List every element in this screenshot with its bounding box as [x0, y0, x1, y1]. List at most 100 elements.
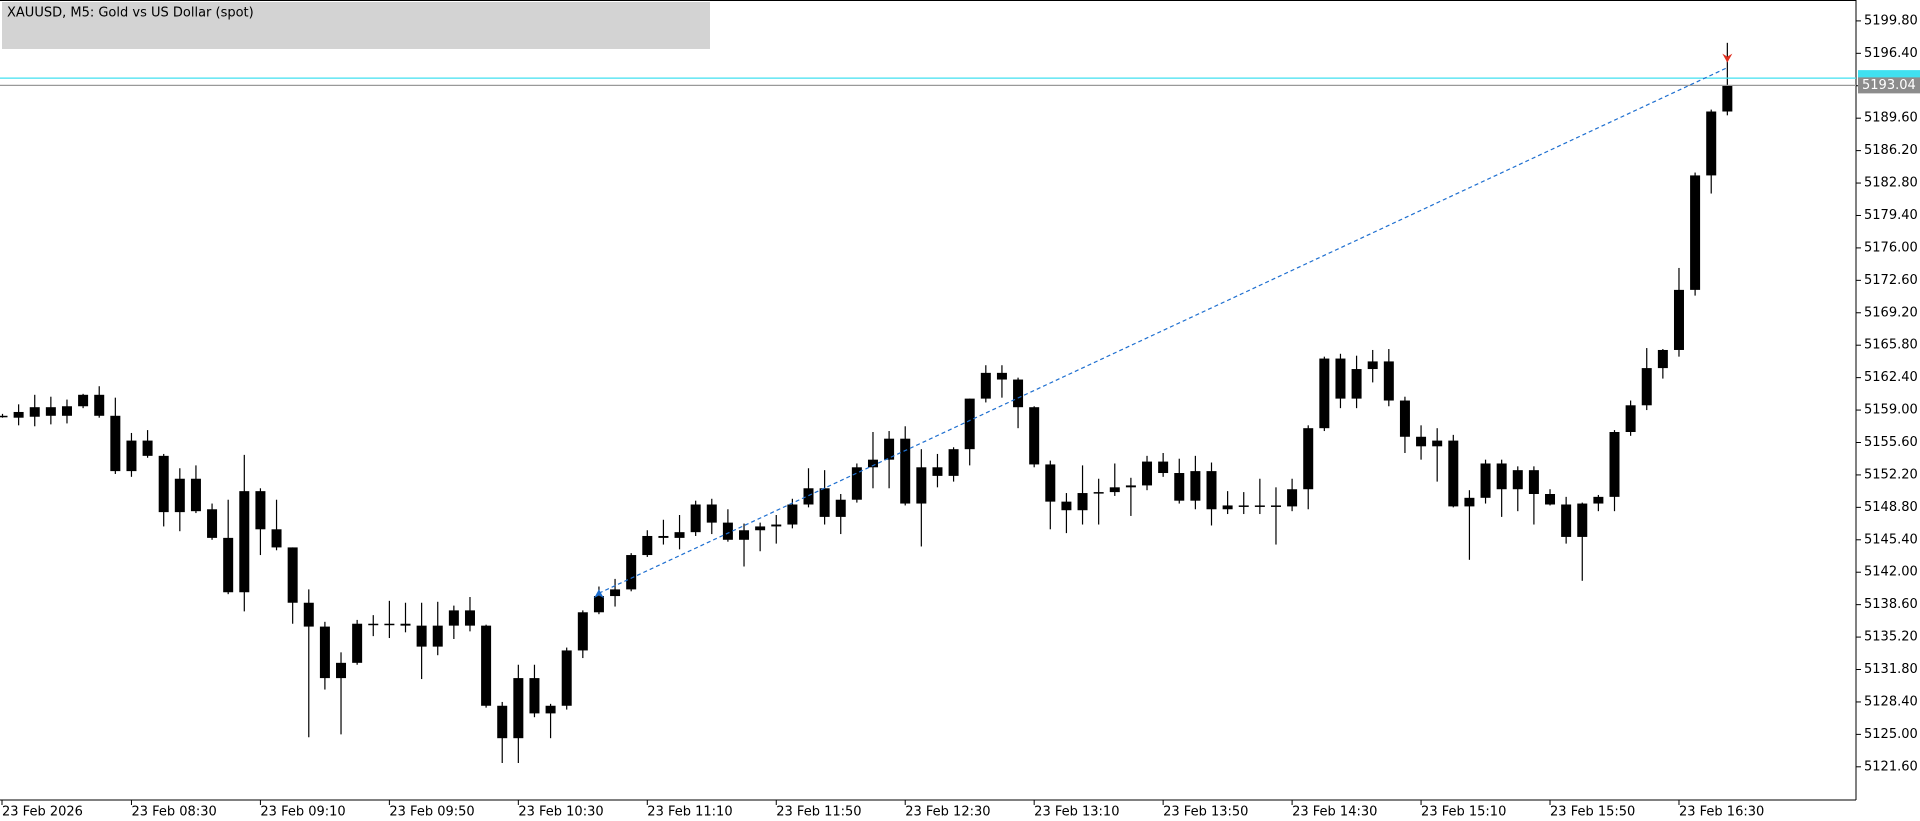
candle-body	[980, 372, 991, 399]
y-tick-label: 5152.20	[1864, 467, 1918, 482]
x-tick-label: 23 Feb 16:30	[1679, 805, 1764, 820]
candle-body	[1625, 405, 1636, 433]
y-tick-label: 5121.60	[1864, 759, 1918, 774]
y-tick-label: 5128.40	[1864, 694, 1918, 709]
candle-body	[1448, 440, 1459, 507]
candle-body	[1174, 473, 1185, 501]
candle-body	[400, 623, 411, 626]
candle-body	[158, 455, 169, 513]
candle-body	[1545, 494, 1556, 505]
x-tick-label: 23 Feb 08:30	[131, 805, 216, 820]
candle-body	[674, 532, 685, 538]
candle-body	[448, 610, 459, 626]
candle-body	[1609, 432, 1620, 497]
y-tick-label: 5155.60	[1864, 435, 1918, 450]
candle-body	[223, 537, 234, 593]
candle-body	[1496, 463, 1507, 490]
y-tick-label: 5148.80	[1864, 500, 1918, 515]
x-tick-label: 23 Feb 12:30	[905, 805, 990, 820]
candle-body	[1125, 485, 1136, 488]
x-tick-label: 23 Feb 13:10	[1034, 805, 1119, 820]
y-tick-label: 5138.60	[1864, 597, 1918, 612]
open-arrow	[593, 589, 604, 599]
candle-body	[722, 522, 733, 540]
candle-body	[1222, 505, 1233, 510]
candle-body	[1593, 496, 1604, 504]
y-tick-label: 5135.20	[1864, 630, 1918, 645]
candle-body	[1270, 505, 1281, 507]
x-tick-label: 23 Feb 11:10	[647, 805, 732, 820]
y-tick-label: 5145.40	[1864, 532, 1918, 547]
candle-body	[1464, 497, 1475, 507]
candle-body	[755, 526, 766, 531]
y-tick-label: 5176.00	[1864, 240, 1918, 255]
candle-body	[336, 662, 347, 679]
candle-body	[610, 589, 621, 597]
y-tick-label: 5142.00	[1864, 565, 1918, 580]
x-tick-label: 23 Feb 10:30	[518, 805, 603, 820]
candle-body	[513, 678, 524, 739]
candle-body	[1238, 505, 1249, 507]
candle-body	[126, 440, 137, 472]
y-tick-label: 5189.60	[1864, 111, 1918, 126]
candle-body	[658, 535, 669, 538]
candle-body	[1528, 470, 1539, 495]
y-tick-label: 5186.20	[1864, 143, 1918, 158]
candle-body	[1722, 85, 1733, 112]
candle-body	[368, 623, 379, 626]
candle-body	[1432, 440, 1443, 447]
candle-body	[884, 438, 895, 460]
candle-body	[1367, 361, 1378, 370]
x-tick-label: 23 Feb 2026	[2, 805, 83, 820]
candle-body	[303, 602, 314, 627]
candle-body	[287, 547, 298, 603]
candle-body	[464, 610, 475, 626]
candle-body	[1673, 289, 1684, 350]
candle-body	[561, 650, 572, 706]
candle-body	[1254, 505, 1265, 507]
candle-body	[174, 478, 185, 513]
close-arrow	[1722, 53, 1733, 63]
x-tick-label: 23 Feb 13:50	[1163, 805, 1248, 820]
candle-body	[996, 372, 1007, 380]
trade-line	[598, 67, 1728, 594]
candle-body	[0, 415, 8, 418]
candle-body	[1399, 400, 1410, 437]
y-tick-label: 5179.40	[1864, 208, 1918, 223]
candle-body	[239, 491, 250, 593]
candle-body	[13, 411, 24, 418]
candle-body	[255, 491, 266, 530]
candle-body	[384, 623, 395, 626]
candle-body	[577, 612, 588, 651]
y-tick-label: 5159.00	[1864, 403, 1918, 418]
candle-body	[1013, 379, 1024, 408]
candle-body	[948, 449, 959, 476]
candle-body	[1383, 361, 1394, 401]
y-tick-label: 5172.60	[1864, 273, 1918, 288]
bid-box	[1858, 77, 1920, 94]
candle-body	[1077, 493, 1088, 511]
chart-title: XAUUSD, M5: Gold vs US Dollar (spot)	[7, 6, 254, 21]
candle-body	[271, 529, 282, 548]
candle-body	[1577, 503, 1588, 537]
candle-body	[690, 504, 701, 533]
x-tick-label: 23 Feb 11:50	[776, 805, 861, 820]
candle-body	[94, 394, 105, 416]
candle-body	[1706, 111, 1717, 176]
y-tick-label: 5131.80	[1864, 662, 1918, 677]
y-tick-label: 5199.80	[1864, 13, 1918, 28]
candle-body	[803, 488, 814, 505]
candle-body	[771, 524, 782, 527]
candle-body	[1287, 489, 1298, 507]
candle-body	[481, 625, 492, 706]
candle-body	[867, 459, 878, 468]
y-tick-label: 5196.40	[1864, 46, 1918, 61]
candle-body	[1142, 461, 1153, 486]
candle-body	[1303, 428, 1314, 490]
candle-body	[78, 394, 89, 407]
candle-body	[964, 398, 975, 450]
candle-body	[1641, 368, 1652, 406]
